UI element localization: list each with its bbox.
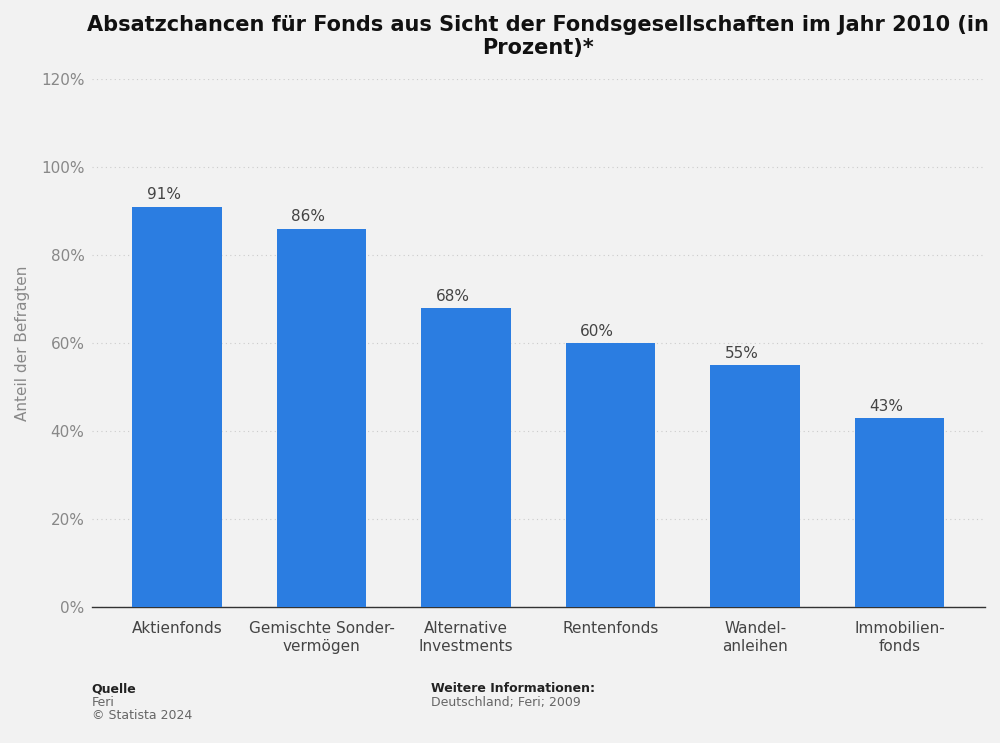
Bar xyxy=(566,343,655,608)
Text: 86%: 86% xyxy=(291,210,325,224)
Bar xyxy=(132,207,222,608)
Text: 91%: 91% xyxy=(147,187,181,202)
Bar xyxy=(855,418,944,608)
Text: Feri: Feri xyxy=(92,696,114,709)
Bar xyxy=(710,366,800,608)
Text: 60%: 60% xyxy=(580,324,614,339)
Text: © Statista 2024: © Statista 2024 xyxy=(92,710,192,722)
Title: Absatzchancen für Fonds aus Sicht der Fondsgesellschaften im Jahr 2010 (in
Proze: Absatzchancen für Fonds aus Sicht der Fo… xyxy=(87,15,989,58)
Y-axis label: Anteil der Befragten: Anteil der Befragten xyxy=(15,265,30,421)
Text: 55%: 55% xyxy=(725,346,759,361)
Bar xyxy=(277,229,366,608)
Text: Quelle: Quelle xyxy=(92,683,136,695)
Bar xyxy=(421,308,511,608)
Text: 68%: 68% xyxy=(436,289,470,304)
Text: Weitere Informationen:: Weitere Informationen: xyxy=(431,683,595,695)
Text: Deutschland; Feri; 2009: Deutschland; Feri; 2009 xyxy=(431,696,581,709)
Text: 43%: 43% xyxy=(869,399,903,414)
